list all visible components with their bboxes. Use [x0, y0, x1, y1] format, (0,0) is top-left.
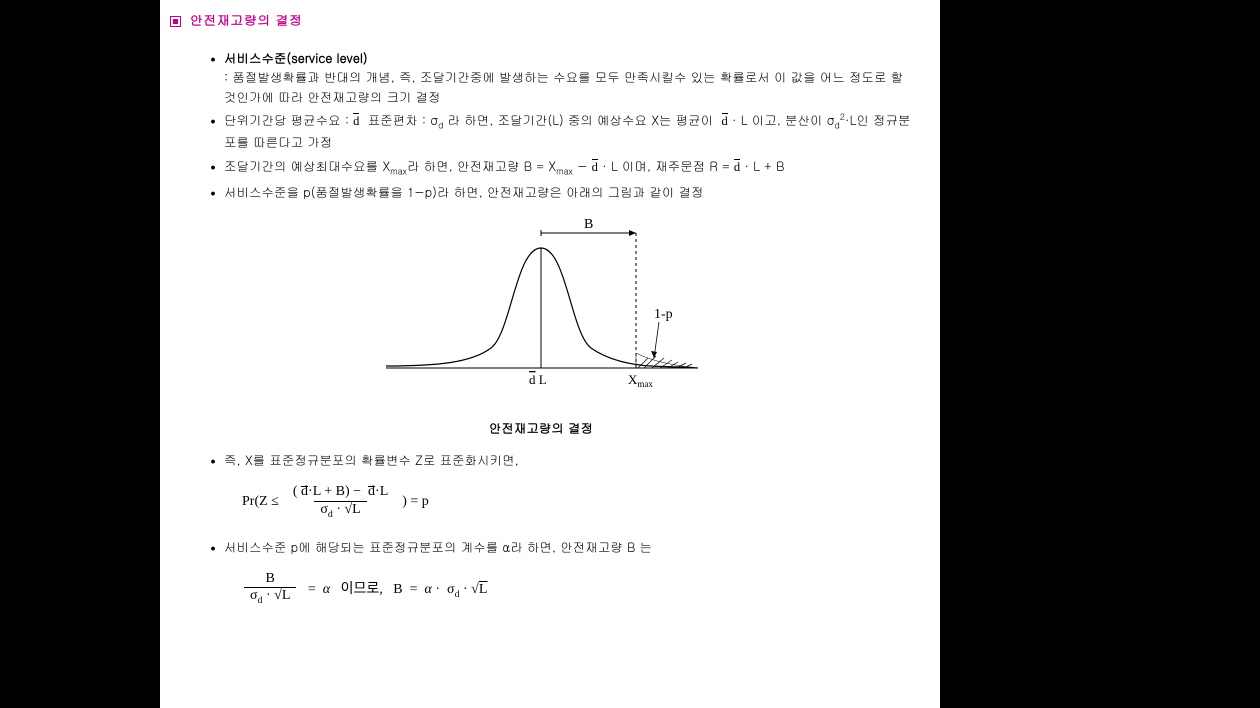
label-xmax: Xmax: [628, 372, 653, 389]
bullet-item: 서비스수준 p에 해당되는 표준정규분포의 계수를 α라 하면, 안전재고량 B…: [210, 538, 912, 557]
bullet-item: 즉, X를 표준정규분포의 확률변수 Z로 표준화시키면,: [210, 451, 912, 470]
bullet-bold-prefix: 서비스수준(service level): [224, 49, 368, 67]
bullet-list-bottom: 즉, X를 표준정규분포의 확률변수 Z로 표준화시키면,: [170, 451, 912, 470]
figure-caption: 안전재고량의 결정: [170, 419, 912, 437]
bullet-body: 서비스수준 p에 해당되는 표준정규분포의 계수를 α라 하면, 안전재고량 B…: [224, 538, 652, 556]
formula-tail: = α 이므로, B = α · σd · √L: [304, 578, 487, 600]
stage: 안전재고량의 결정 서비스수준(service level) : 품절발생확률과…: [0, 0, 1260, 708]
formula-1: Pr(Z ≤ ( d·L + B) − d·L σd · √L ) = p: [170, 484, 912, 519]
document-page: 안전재고량의 결정 서비스수준(service level) : 품절발생확률과…: [160, 0, 940, 708]
label-mean: d L: [529, 372, 547, 387]
square-bullet-icon: [170, 12, 181, 31]
bullet-body: 즉, X를 표준정규분포의 확률변수 Z로 표준화시키면,: [224, 451, 519, 469]
label-B: B: [584, 217, 593, 232]
section-title: 안전재고량의 결정: [170, 10, 912, 31]
bullet-body: 서비스수준을 p(품절발생확률을 1−p)라 하면, 안전재고량은 아래의 그림…: [224, 183, 704, 201]
bullet-body: 조달기간의 예상최대수요를 Xmax라 하면, 안전재고량 B = Xmax −…: [224, 157, 785, 175]
label-tail: 1-p: [654, 307, 673, 322]
bullet-item: 조달기간의 예상최대수요를 Xmax라 하면, 안전재고량 B = Xmax −…: [210, 157, 912, 179]
formula-fraction: B σd · √L: [244, 571, 296, 606]
figure-container: B 1-p d L: [170, 208, 912, 437]
normal-distribution-figure: B 1-p d L: [376, 208, 706, 408]
bullet-body: : 품절발생확률과 반대의 개념, 즉, 조달기간중에 발생하는 수요를 모두 …: [224, 68, 903, 105]
section-title-text: 안전재고량의 결정: [190, 10, 303, 29]
bullet-list-top: 서비스수준(service level) : 품절발생확률과 반대의 개념, 즉…: [170, 49, 912, 202]
formula-lhs: Pr(Z ≤: [242, 494, 279, 510]
formula-rhs: ) = p: [402, 494, 429, 510]
bullet-body: 단위기간당 평균수요 : d 표준편차 : σd 라 하면, 조달기간(L) 중…: [224, 111, 911, 151]
bullet-list-bottom-2: 서비스수준 p에 해당되는 표준정규분포의 계수를 α라 하면, 안전재고량 B…: [170, 538, 912, 557]
formula-fraction: ( d·L + B) − d·L σd · √L: [287, 484, 394, 519]
formula-2: B σd · √L = α 이므로, B = α · σd · √L: [170, 571, 912, 606]
bullet-item: 단위기간당 평균수요 : d 표준편차 : σd 라 하면, 조달기간(L) 중…: [210, 111, 912, 153]
bullet-item: 서비스수준(service level) : 품절발생확률과 반대의 개념, 즉…: [210, 49, 912, 107]
bullet-item: 서비스수준을 p(품절발생확률을 1−p)라 하면, 안전재고량은 아래의 그림…: [210, 183, 912, 202]
